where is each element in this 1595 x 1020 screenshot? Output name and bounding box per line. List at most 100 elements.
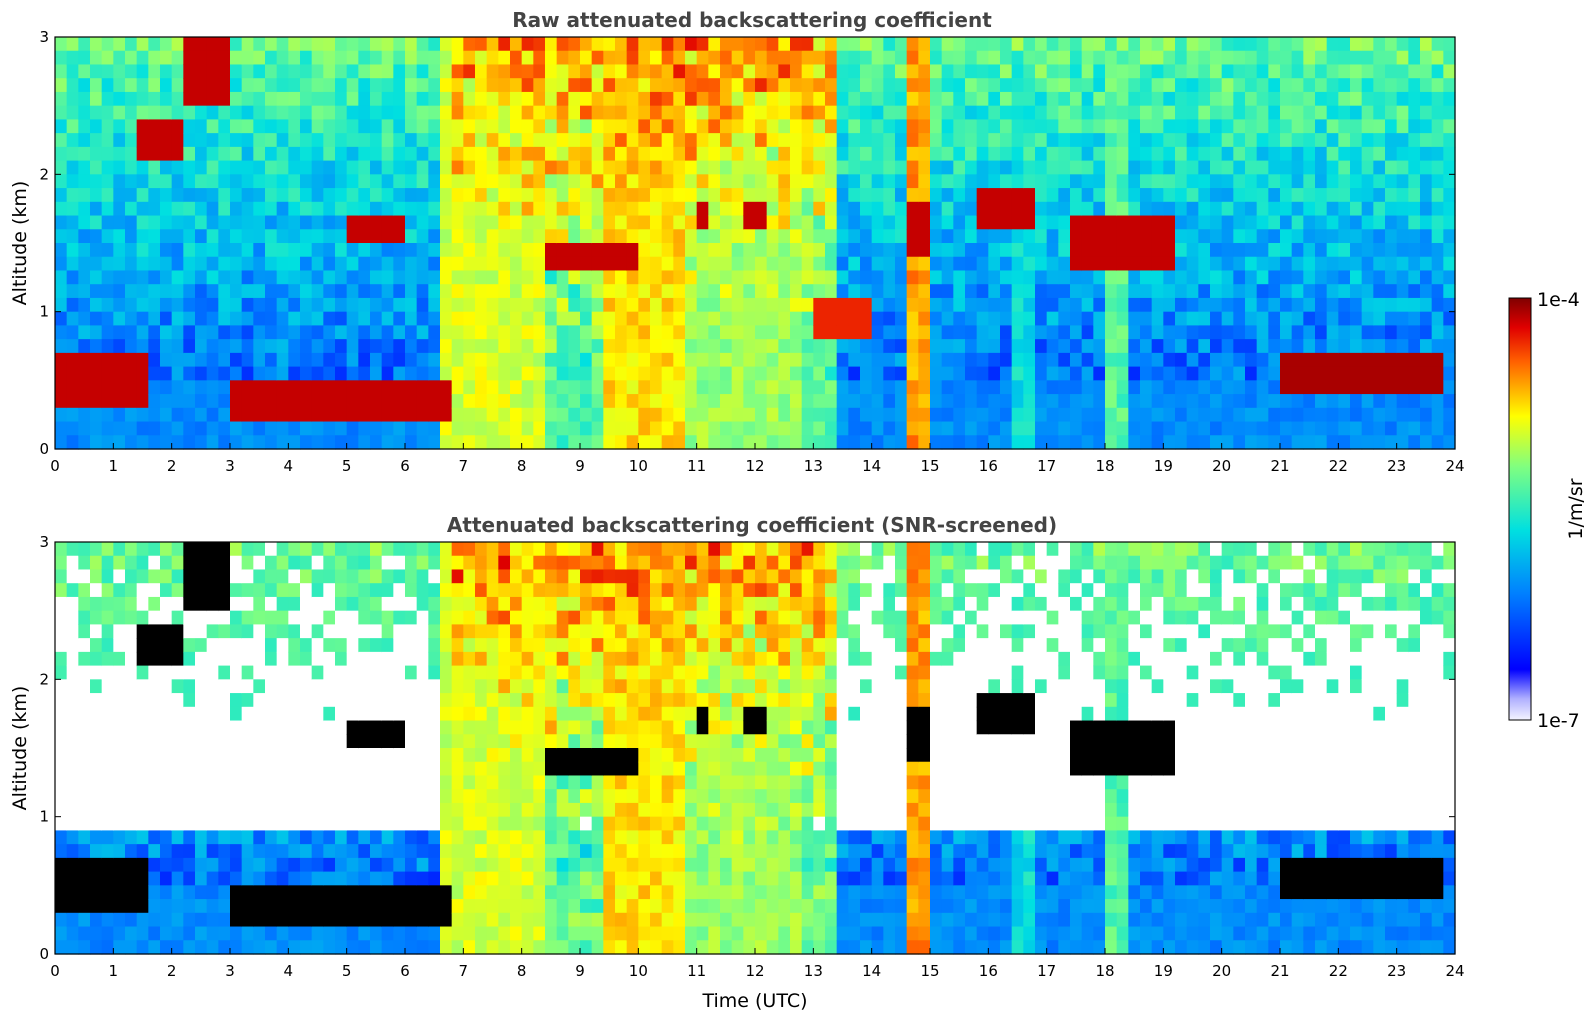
- heatmap-cell: [1023, 174, 1036, 189]
- heatmap-cell: [101, 37, 114, 52]
- heatmap-cell: [206, 270, 219, 285]
- heatmap-cell: [323, 830, 336, 845]
- heatmap-cell: [358, 830, 371, 845]
- heatmap-cell: [1221, 311, 1234, 326]
- heatmap-cell: [1093, 78, 1106, 93]
- heatmap-cell: [101, 201, 114, 217]
- heatmap-cell: [591, 256, 604, 272]
- heatmap-cell: [1198, 366, 1211, 381]
- heatmap-cell: [603, 105, 616, 120]
- heatmap-cell: [101, 394, 114, 409]
- heatmap-cell: [860, 37, 873, 52]
- heatmap-cell: [906, 160, 919, 175]
- heatmap-cell: [393, 871, 406, 886]
- heatmap-cell: [311, 844, 324, 859]
- heatmap-cell: [171, 926, 184, 941]
- heatmap-cell: [253, 555, 266, 571]
- heatmap-cell: [1000, 37, 1013, 52]
- heatmap-cell: [860, 174, 873, 189]
- heatmap-cell: [276, 119, 289, 134]
- heatmap-cell: [848, 352, 861, 368]
- heatmap-cell: [300, 366, 313, 381]
- heatmap-cell: [1093, 339, 1106, 354]
- heatmap-cell: [113, 407, 126, 423]
- heatmap-cell: [1198, 297, 1211, 313]
- heatmap-cell: [206, 720, 219, 735]
- heatmap-cell: [416, 926, 429, 941]
- heatmap-cell: [113, 802, 126, 818]
- heatmap-cell: [300, 339, 313, 354]
- heatmap-cell: [265, 748, 278, 763]
- heatmap-cell: [1093, 229, 1106, 244]
- heatmap-cell: [276, 816, 289, 831]
- heatmap-cell: [1338, 188, 1351, 203]
- heatmap-cell: [860, 339, 873, 354]
- heatmap-cell: [148, 830, 161, 845]
- heatmap-cell: [673, 284, 686, 299]
- heatmap-cell: [66, 775, 79, 790]
- heatmap-cell: [1000, 229, 1013, 244]
- heatmap-cell: [230, 542, 243, 557]
- heatmap-cell: [533, 857, 546, 873]
- heatmap-cell: [1291, 119, 1304, 134]
- panel-title: Attenuated backscattering coefficient (S…: [447, 513, 1057, 537]
- heatmap-cell: [230, 638, 243, 653]
- heatmap-cell: [1210, 119, 1223, 134]
- heatmap-cell: [1256, 421, 1269, 436]
- heatmap-cell: [300, 133, 313, 148]
- heatmap-cell: [743, 119, 756, 134]
- heatmap-cell: [521, 734, 534, 749]
- heatmap-cell: [370, 215, 383, 230]
- heatmap-cell: [428, 284, 441, 299]
- heatmap-cell: [358, 816, 371, 831]
- heatmap-cell: [66, 720, 79, 735]
- heatmap-cell: [1116, 297, 1129, 313]
- heatmap-cell: [311, 339, 324, 354]
- heatmap-cell: [661, 352, 674, 368]
- heatmap-cell: [218, 119, 231, 134]
- heatmap-cell: [965, 133, 978, 148]
- heatmap-cell: [300, 119, 313, 134]
- heatmap-cell: [335, 37, 348, 52]
- heatmap-cell: [1245, 394, 1258, 409]
- heatmap-cell: [1151, 64, 1164, 79]
- heatmap-cell: [801, 50, 814, 66]
- heatmap-cell: [848, 215, 861, 230]
- heatmap-cell: [323, 789, 336, 804]
- heatmap-cell: [988, 380, 1001, 395]
- heatmap-cell: [1396, 339, 1409, 354]
- heatmap-cell: [1081, 188, 1094, 203]
- heatmap-cell: [615, 78, 628, 93]
- heatmap-cell: [1291, 270, 1304, 285]
- heatmap-cell: [171, 188, 184, 203]
- heatmap-cell: [1163, 256, 1176, 272]
- heatmap-cell: [428, 542, 441, 557]
- heatmap-cell: [1210, 421, 1223, 436]
- heatmap-cell: [556, 297, 569, 313]
- heatmap-cell: [1140, 105, 1153, 120]
- heatmap-cell: [580, 311, 593, 326]
- heatmap-cell: [370, 201, 383, 217]
- heatmap-cell: [1373, 188, 1386, 203]
- heatmap-cell: [1011, 201, 1024, 217]
- heatmap-cell: [218, 775, 231, 790]
- heatmap-cell: [416, 789, 429, 804]
- heatmap-cell: [1338, 256, 1351, 272]
- heatmap-cell: [160, 133, 173, 148]
- heatmap-cell: [1105, 270, 1118, 285]
- heatmap-cell: [405, 215, 418, 230]
- heatmap-cell: [276, 188, 289, 203]
- heatmap-cell: [976, 229, 989, 244]
- heatmap-cell: [90, 638, 103, 653]
- heatmap-cell: [101, 542, 114, 557]
- heatmap-cell: [323, 297, 336, 313]
- heatmap-cell: [323, 243, 336, 258]
- heatmap-cell: [545, 638, 558, 653]
- heatmap-cell: [206, 146, 219, 162]
- heatmap-cell: [428, 435, 441, 450]
- heatmap-cell: [1151, 435, 1164, 450]
- heatmap-cell: [218, 215, 231, 230]
- heatmap-cell: [160, 119, 173, 134]
- heatmap-cell: [136, 926, 149, 941]
- heatmap-cell: [556, 651, 569, 667]
